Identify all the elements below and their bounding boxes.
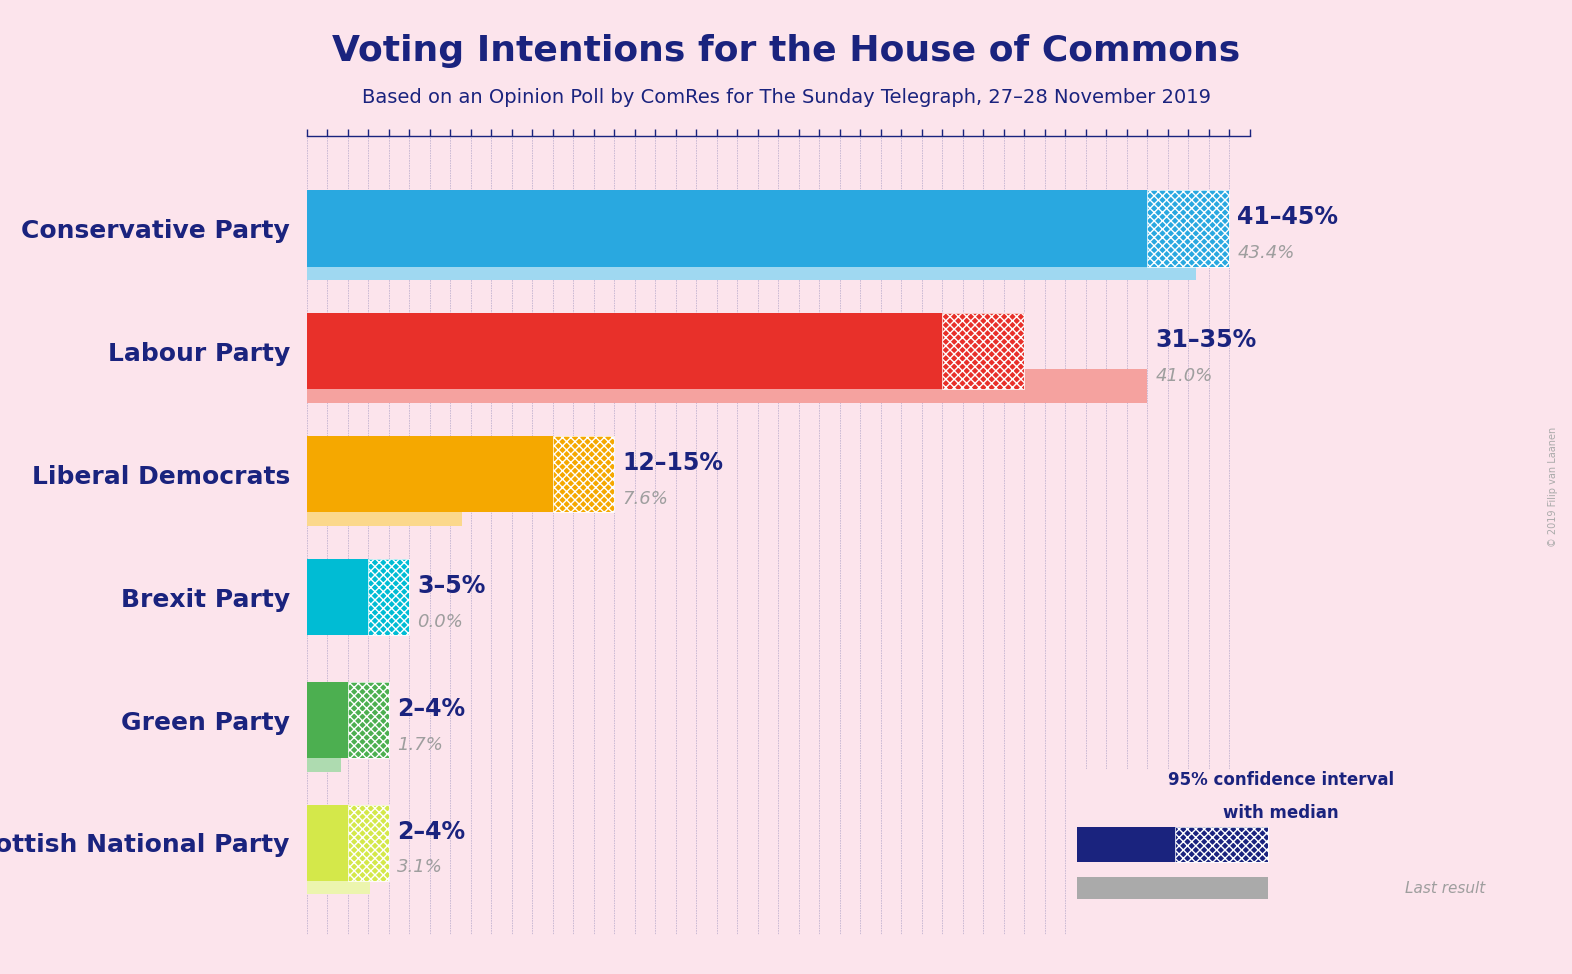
Bar (1176, 828, 1269, 862)
Text: Last result: Last result (1405, 880, 1486, 896)
Bar (347, 805, 388, 880)
Bar (307, 314, 942, 390)
Bar (368, 559, 409, 635)
Text: with median: with median (1223, 804, 1339, 821)
Text: 95% confidence interval: 95% confidence interval (1168, 771, 1394, 789)
Bar (307, 860, 369, 894)
Text: 3.1%: 3.1% (396, 858, 443, 877)
Bar (307, 191, 1148, 267)
Bar (1077, 828, 1269, 862)
Bar (1148, 191, 1229, 267)
Text: 7.6%: 7.6% (623, 490, 668, 507)
Text: 3–5%: 3–5% (417, 574, 486, 598)
Bar (553, 436, 615, 512)
Bar (347, 805, 388, 880)
Bar (942, 314, 1025, 390)
Text: Based on an Opinion Poll by ComRes for The Sunday Telegraph, 27–28 November 2019: Based on an Opinion Poll by ComRes for T… (362, 88, 1210, 107)
Bar (1148, 191, 1229, 267)
Bar (307, 368, 1148, 403)
Bar (942, 314, 1025, 390)
Bar (347, 682, 388, 758)
Text: 2–4%: 2–4% (396, 697, 465, 721)
Text: 43.4%: 43.4% (1237, 244, 1295, 262)
Bar (307, 492, 462, 526)
Text: Voting Intentions for the House of Commons: Voting Intentions for the House of Commo… (332, 34, 1240, 68)
Bar (307, 245, 1196, 281)
Text: 41.0%: 41.0% (1155, 367, 1212, 385)
Text: 41–45%: 41–45% (1237, 206, 1338, 230)
Text: 31–35%: 31–35% (1155, 328, 1256, 353)
Text: 2–4%: 2–4% (396, 820, 465, 843)
Bar (307, 805, 347, 880)
Text: 1.7%: 1.7% (396, 735, 443, 754)
Bar (1077, 877, 1269, 899)
Bar (307, 436, 553, 512)
Bar (307, 737, 341, 771)
Text: © 2019 Filip van Laanen: © 2019 Filip van Laanen (1548, 427, 1558, 547)
Bar (347, 682, 388, 758)
Text: 0.0%: 0.0% (417, 613, 464, 631)
Bar (368, 559, 409, 635)
Text: 12–15%: 12–15% (623, 451, 723, 475)
Bar (307, 559, 368, 635)
Bar (307, 682, 347, 758)
Bar (553, 436, 615, 512)
